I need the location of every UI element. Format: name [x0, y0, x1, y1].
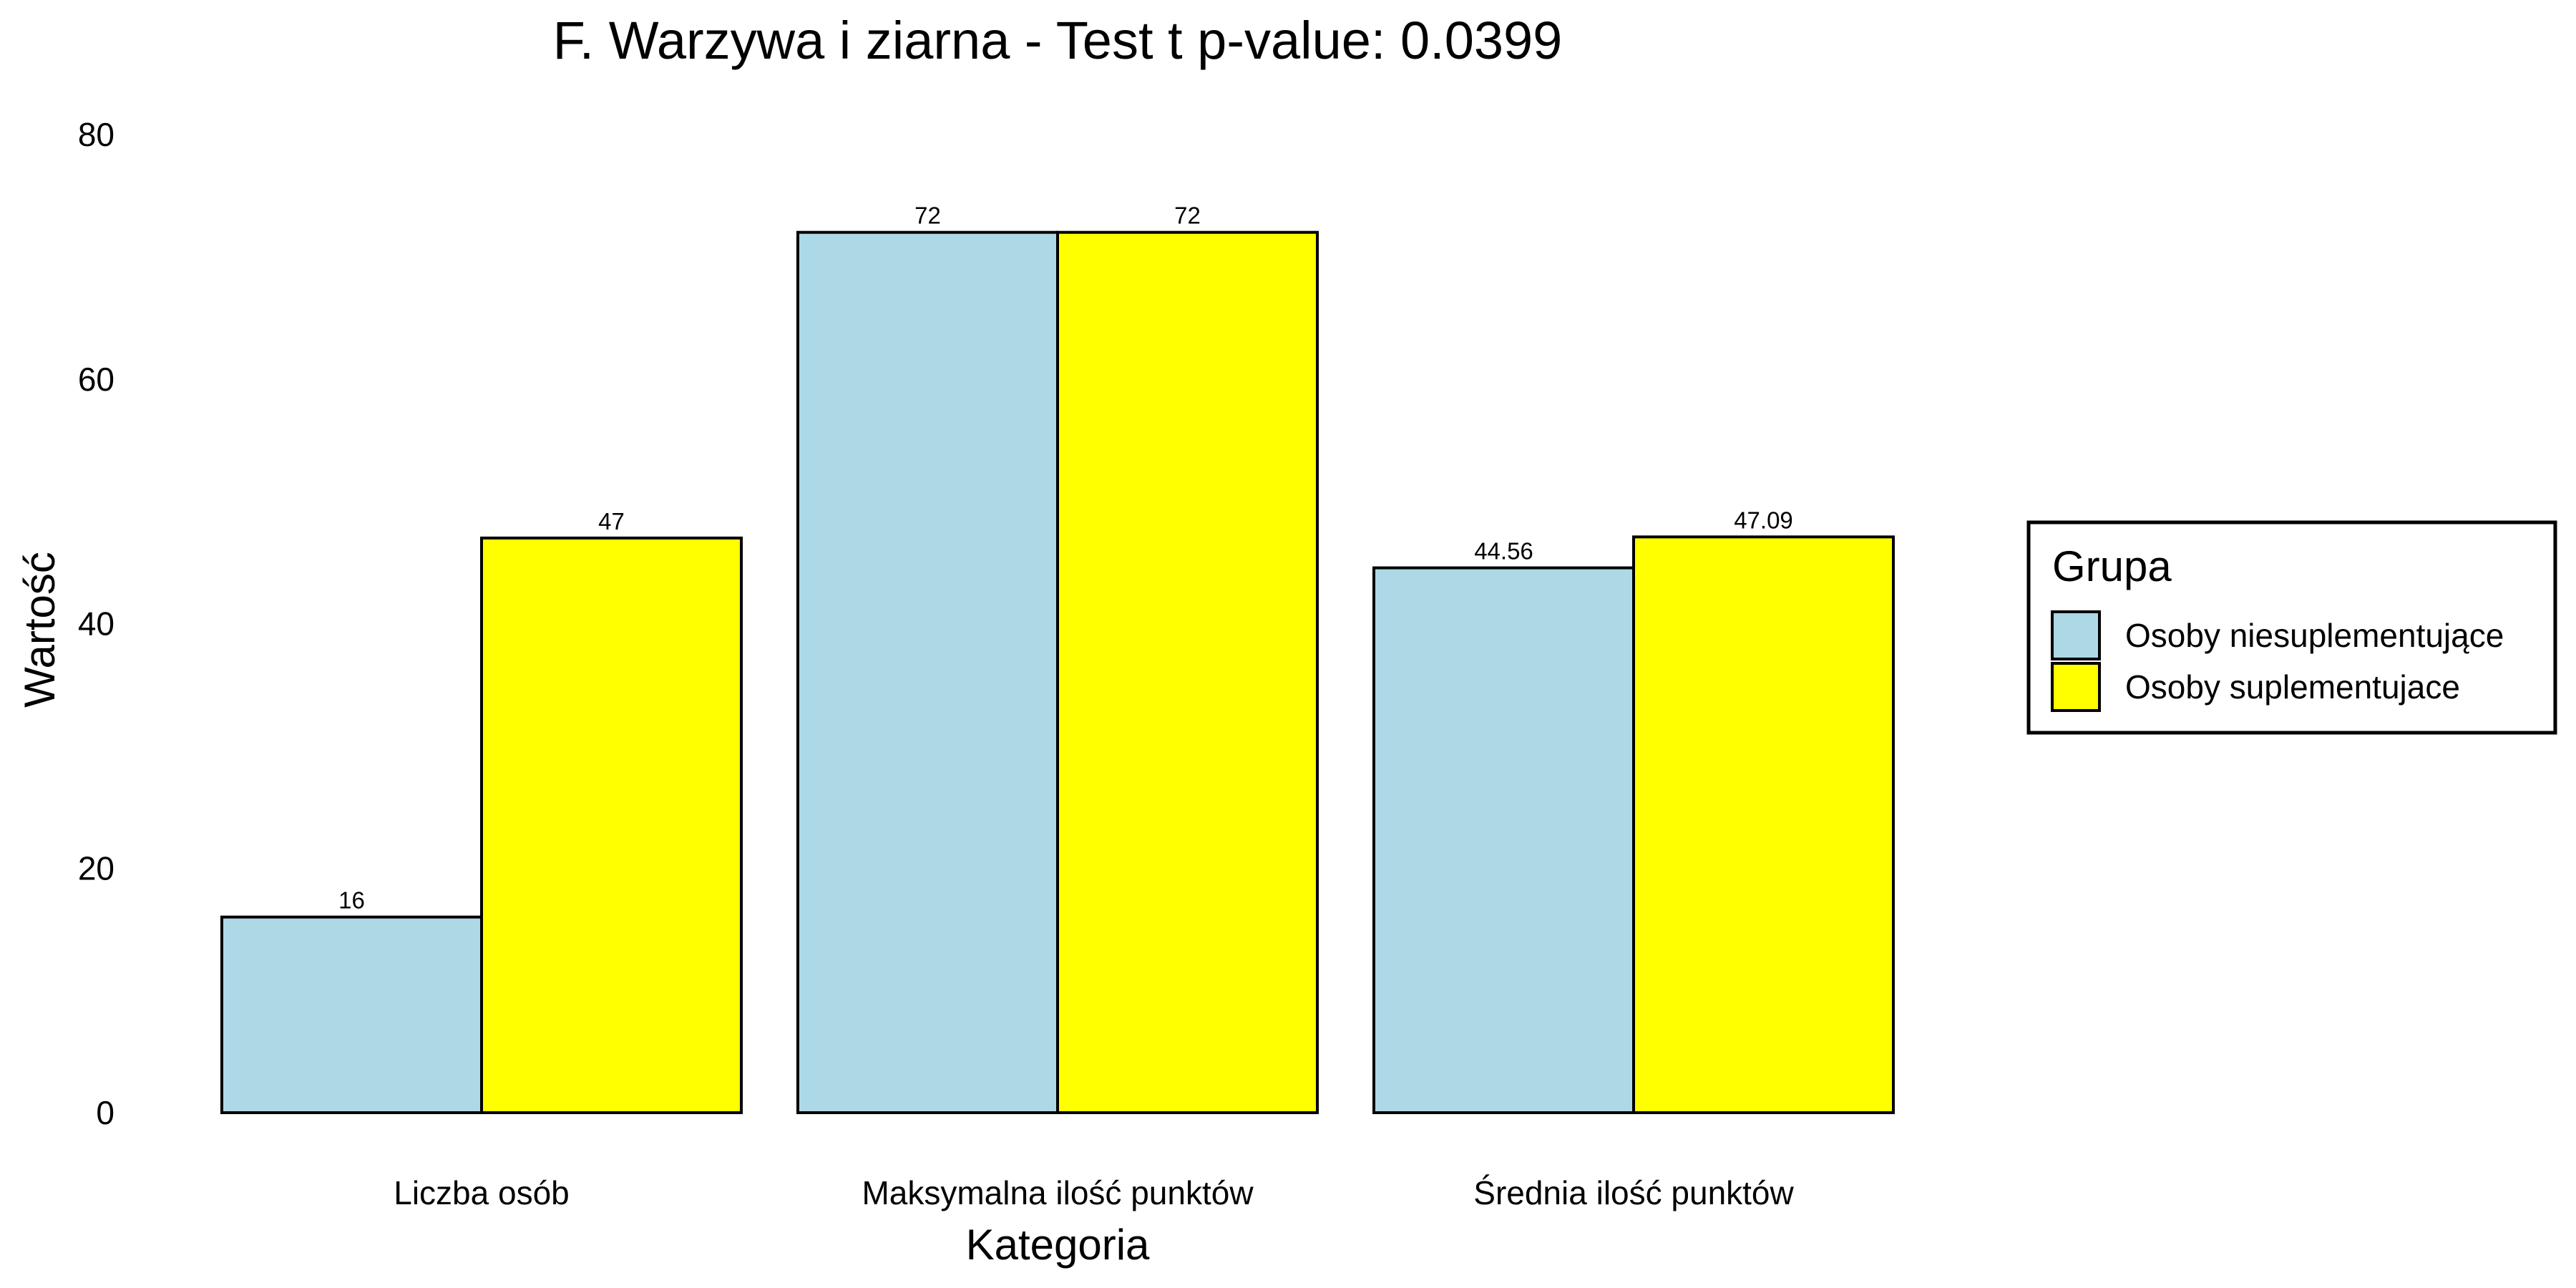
bar	[220, 915, 483, 1114]
bar-value-label: 72	[914, 203, 941, 229]
bar-value-label: 16	[338, 887, 365, 914]
x-axis-title: Kategoria	[966, 1221, 1150, 1269]
legend-items: Osoby niesuplementujące Osoby suplementuj…	[2051, 610, 2504, 712]
legend-swatch	[2051, 662, 2101, 712]
x-tick-label: Liczba osób	[394, 1174, 570, 1211]
bar-value-label: 47	[598, 508, 625, 535]
y-tick-label: 60	[78, 361, 114, 398]
bar	[1632, 535, 1895, 1114]
bar-value-label: 44.56	[1474, 538, 1533, 565]
bar-label-group: 16 47 72 72 44.56 47.09	[338, 203, 1793, 914]
bar	[796, 230, 1059, 1115]
legend-label: Osoby niesuplementujące	[2125, 617, 2504, 654]
legend-label: Osoby suplementujace	[2125, 668, 2460, 706]
bar	[480, 536, 743, 1114]
y-tick-label: 0	[96, 1094, 114, 1131]
legend-box	[2026, 520, 2557, 735]
bar-value-label: 72	[1174, 203, 1201, 229]
y-tick-label: 20	[78, 849, 114, 887]
x-tick-label: Maksymalna ilość punktów	[862, 1174, 1254, 1211]
y-axis-title: Wartość	[16, 552, 64, 708]
y-tick-label: 80	[78, 116, 114, 153]
bar-value-label: 47.09	[1734, 507, 1793, 533]
legend-swatch	[2051, 610, 2101, 660]
bar	[1372, 566, 1635, 1114]
x-axis-ticks: Liczba osób Maksymalna ilość punktów Średn…	[394, 1174, 1794, 1211]
y-tick-label: 40	[78, 605, 114, 643]
bar-group	[220, 230, 1895, 1115]
y-axis-ticks: 0 20 40 60 80	[78, 116, 114, 1131]
legend: Grupa Osoby niesuplementujące Osoby suple…	[2026, 520, 2557, 735]
x-tick-label: Średnia ilość punktów	[1473, 1174, 1794, 1211]
legend-title: Grupa	[2052, 542, 2172, 590]
chart-title: F. Warzywa i ziarna - Test t p-value: 0.…	[553, 11, 1563, 70]
bar	[1056, 230, 1319, 1115]
